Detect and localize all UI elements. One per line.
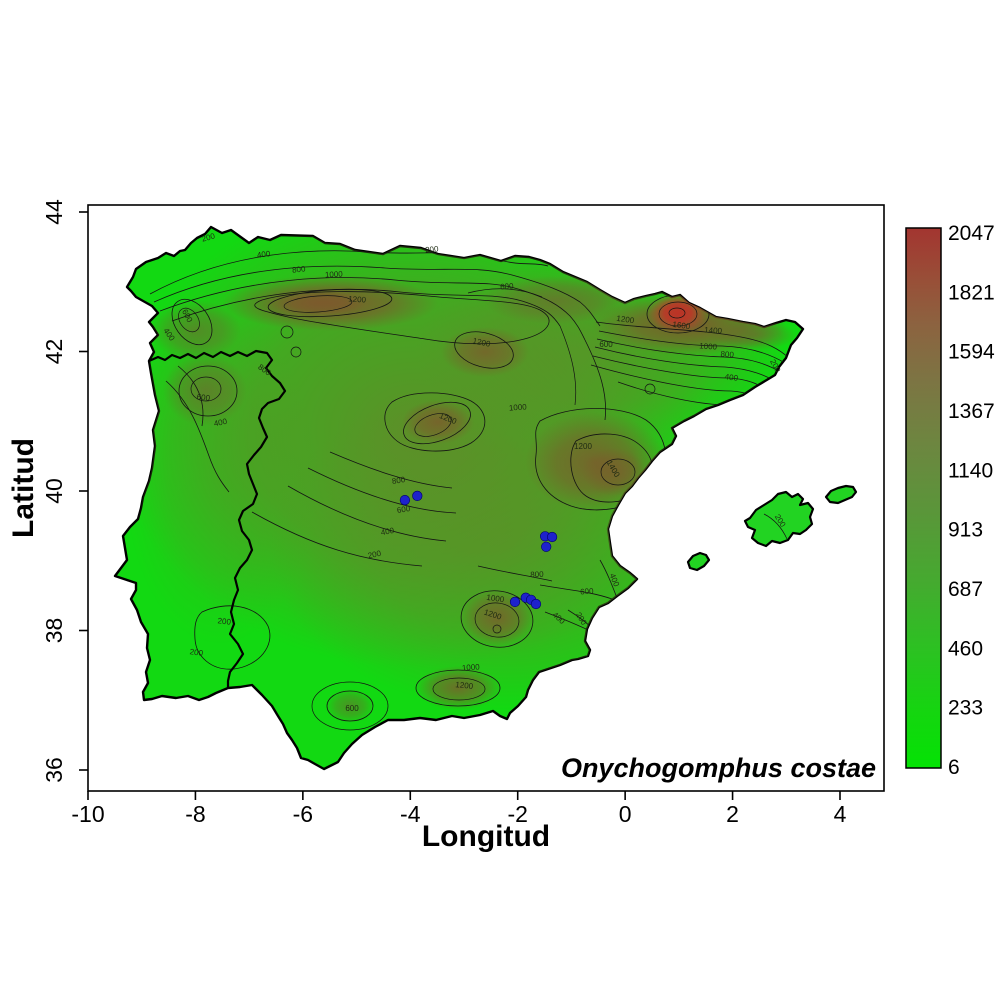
menorca-island — [824, 484, 858, 505]
colorbar-labels: 2047 1821 1594 1367 1140 913 687 460 233 6 — [948, 222, 995, 779]
colorbar-tick-label: 687 — [948, 578, 983, 601]
x-tick-label: 4 — [834, 801, 847, 827]
y-tick-label: 44 — [41, 199, 67, 225]
colorbar-tick-label: 233 — [948, 697, 983, 720]
contour-value-label: 400 — [256, 249, 271, 260]
occurrence-point — [546, 531, 558, 543]
colorbar-gradient-bar — [905, 227, 942, 769]
balearic-islands — [686, 484, 858, 572]
colorbar-tick-label: 1821 — [948, 281, 995, 304]
contour-value-label: 800 — [530, 570, 544, 579]
colorbar-tick-label: 1140 — [948, 459, 993, 482]
contour-value-label: 200 — [425, 244, 440, 254]
plot-frame — [87, 204, 885, 792]
x-tick-label: 0 — [619, 801, 632, 827]
portugal-spain-border — [148, 349, 287, 688]
y-tick-label: 38 — [41, 618, 67, 644]
contour-lines — [149, 250, 790, 731]
contour-value-label: 1000 — [325, 270, 344, 280]
contour-value-label: 200 — [189, 647, 204, 658]
contour-value-label: 1200 — [616, 314, 635, 325]
occurrence-points — [399, 490, 558, 610]
contour-value-label: 1200 — [455, 680, 474, 691]
mallorca-contour-200 — [763, 513, 788, 540]
contour-value-label: 1200 — [348, 294, 367, 304]
contour-value-label: 600 — [500, 282, 514, 292]
contour-value-label: 800 — [391, 475, 406, 486]
y-tick-label: 40 — [41, 478, 67, 504]
contour-value-label: 200 — [367, 549, 382, 561]
colorbar-tick-label: 6 — [948, 756, 960, 779]
x-tick-label: 2 — [726, 801, 739, 827]
contour-value-label: 400 — [724, 372, 739, 383]
contour-value-label: 800 — [720, 350, 734, 360]
contour-value-label: 1000 — [486, 593, 505, 604]
colorbar: 2047 1821 1594 1367 1140 913 687 460 233 6 — [905, 222, 995, 779]
ibiza-island — [686, 551, 711, 572]
y-tick-label: 42 — [41, 339, 67, 365]
contour-value-label: 200 — [201, 231, 217, 243]
colorbar-tick-label: 1594 — [948, 341, 995, 364]
contour-value-label: 1000 — [462, 662, 481, 672]
occurrence-point — [509, 596, 521, 608]
iberia-landmass — [113, 225, 805, 771]
mallorca-island — [743, 490, 815, 548]
x-tick-label: -6 — [293, 801, 313, 827]
contour-value-label: 800 — [292, 264, 307, 274]
contour-value-label: 1000 — [699, 341, 718, 351]
y-tick-label: 36 — [41, 757, 67, 783]
y-axis-title: Latitud — [7, 438, 40, 538]
species-label: Onychogomphus costae — [561, 753, 876, 783]
occurrence-point — [541, 541, 552, 552]
contour-value-label: 600 — [599, 340, 613, 349]
contour-value-label: 600 — [396, 504, 411, 515]
y-axis: 44 42 40 38 36 — [41, 199, 88, 783]
occurrence-point — [412, 490, 423, 502]
occurrence-point — [399, 495, 411, 506]
contour-value-label: 400 — [213, 417, 228, 429]
contour-value-label: 1000 — [509, 402, 528, 412]
occurrence-point — [530, 598, 542, 610]
colorbar-tick-label: 460 — [948, 637, 983, 660]
contour-value-label: 600 — [580, 587, 594, 597]
x-tick-label: -8 — [185, 801, 205, 827]
contour-value-label: 600 — [345, 704, 359, 713]
x-axis: -10 -8 -6 -4 -2 0 2 4 — [71, 791, 847, 827]
contour-value-label: 200 — [217, 616, 232, 626]
x-tick-label: -4 — [400, 801, 421, 827]
colorbar-tick-label: 2047 — [948, 222, 995, 245]
contour-value-label: 1200 — [472, 336, 492, 349]
contour-value-label: 400 — [380, 526, 395, 537]
colorbar-tick-label: 913 — [948, 519, 983, 542]
x-tick-label: -2 — [507, 801, 527, 827]
contour-value-label: 1400 — [704, 325, 723, 335]
contour-value-label: 1200 — [574, 442, 592, 451]
contour-value-label: 600 — [196, 392, 211, 403]
colorbar-tick-label: 1367 — [948, 400, 995, 423]
x-tick-label: -10 — [71, 801, 104, 827]
contour-value-label: 1600 — [672, 320, 691, 331]
x-axis-title: Longitud — [422, 820, 550, 853]
